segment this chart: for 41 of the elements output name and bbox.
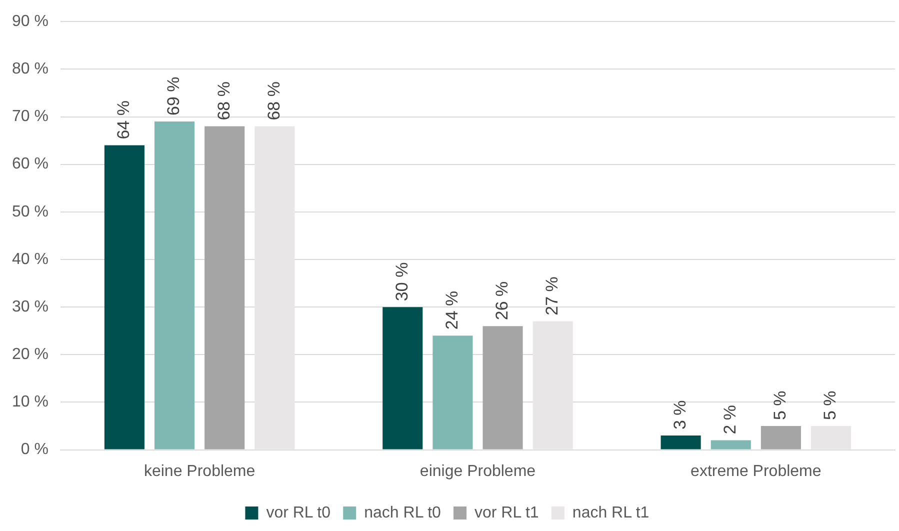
y-tick-label: 10 %: [12, 394, 48, 411]
data-label: 26 %: [492, 281, 512, 320]
bar: [204, 126, 245, 450]
y-tick-label: 40 %: [12, 250, 48, 268]
legend-label: nach RL t1: [572, 504, 650, 522]
bar: [154, 122, 195, 450]
y-tick-label: 0 %: [20, 441, 48, 458]
y-tick-label: 70 %: [12, 108, 48, 126]
x-tick-label: einige Probleme: [420, 462, 536, 480]
legend-label: vor RL t0: [266, 504, 331, 522]
bar: [760, 426, 801, 450]
data-label: 5 %: [770, 390, 790, 420]
bar: [710, 440, 751, 450]
data-label: 5 %: [820, 390, 840, 420]
data-label: 69 %: [164, 76, 184, 116]
bar: [482, 326, 523, 450]
data-label: 64 %: [114, 100, 134, 140]
bar: [810, 426, 852, 450]
y-tick-label: 60 %: [12, 156, 48, 173]
bar: [254, 126, 295, 450]
bar: [532, 321, 573, 450]
data-label: 68 %: [264, 82, 284, 120]
data-label: 30 %: [392, 262, 412, 302]
data-label: 27 %: [542, 276, 562, 316]
y-tick-label: 20 %: [12, 346, 48, 364]
data-label: 24 %: [442, 290, 462, 330]
data-label: 2 %: [720, 404, 740, 434]
y-tick-label: 30 %: [12, 298, 48, 316]
data-label: 3 %: [670, 400, 690, 430]
bar: [104, 145, 144, 450]
x-tick-label: extreme Probleme: [690, 462, 822, 480]
legend-label: nach RL t0: [364, 504, 442, 522]
legend-label: vor RL t1: [474, 504, 539, 522]
y-tick-label: 50 %: [12, 203, 48, 220]
data-label: 68 %: [214, 82, 234, 120]
bar: [432, 336, 473, 450]
y-tick-label: 90 %: [12, 13, 48, 30]
y-tick-label: 80 %: [12, 60, 48, 78]
bar: [660, 436, 701, 450]
x-tick-label: keine Probleme: [144, 462, 256, 480]
bar: [382, 307, 423, 450]
